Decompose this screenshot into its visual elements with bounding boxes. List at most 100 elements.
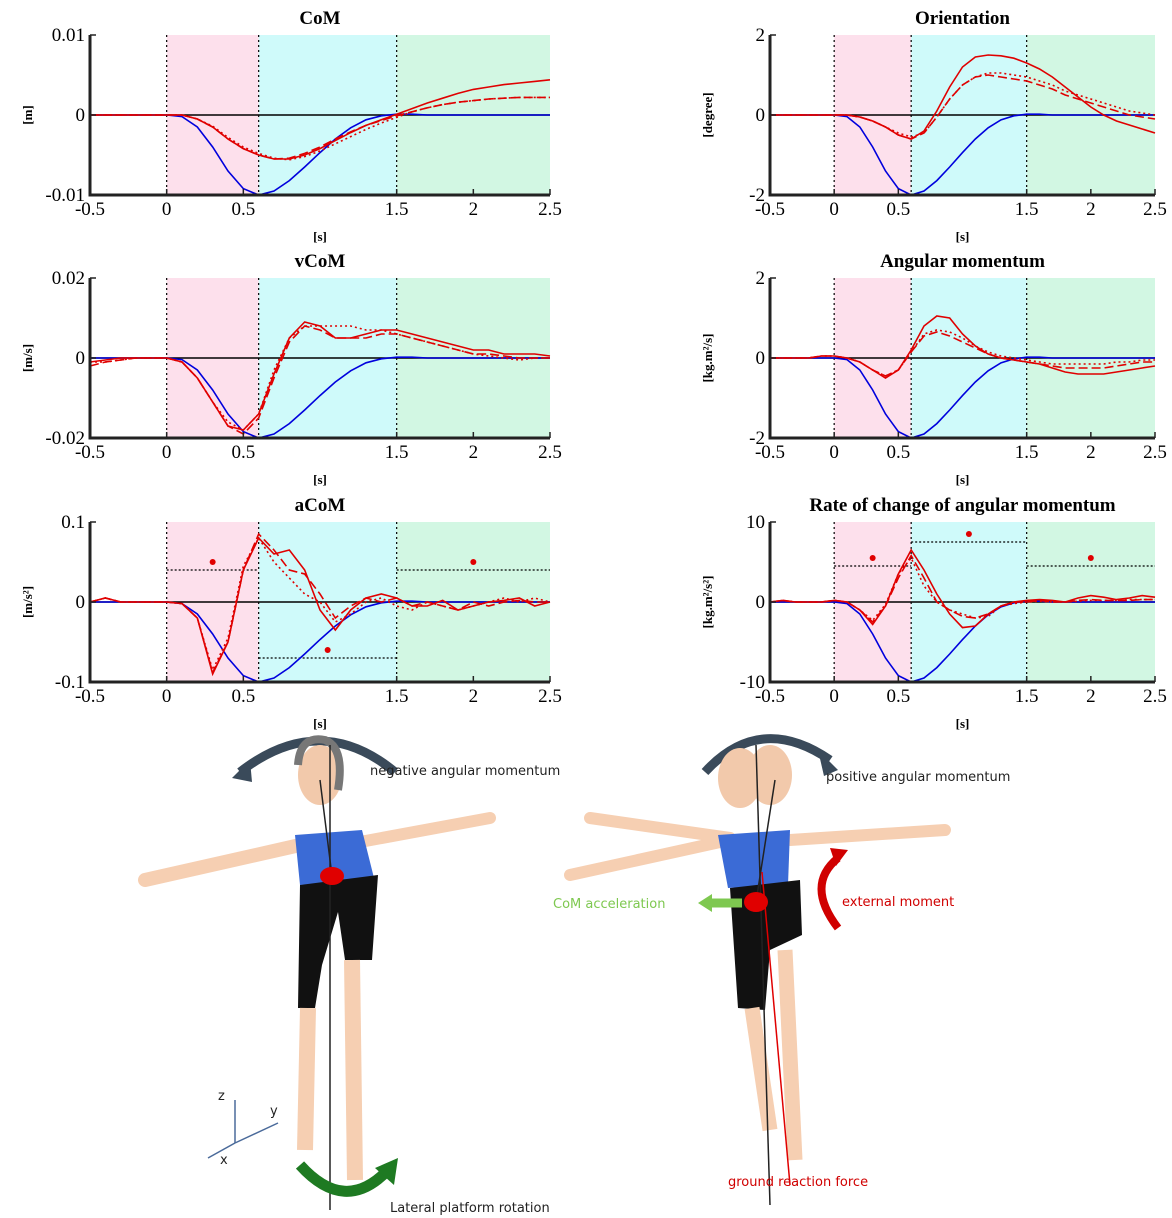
x-axis-label: [s] — [313, 472, 327, 487]
axis-label: y — [270, 1104, 278, 1119]
point — [870, 555, 876, 561]
leg — [305, 1008, 308, 1150]
arrow-head — [698, 894, 712, 912]
x-axis-label: [s] — [313, 716, 327, 731]
point — [210, 559, 216, 565]
y-tick-label: -2 — [749, 185, 765, 206]
arm — [360, 818, 490, 842]
y-tick-label: 0 — [756, 592, 766, 613]
axis-label: z — [218, 1089, 225, 1104]
leg — [352, 960, 355, 1180]
y-axis-label: [m/s²] — [20, 586, 35, 618]
y-axis-label: [kg.m²/s] — [700, 333, 715, 382]
chart-title: vCoM — [295, 251, 346, 272]
y-tick-label: -0.01 — [45, 185, 85, 206]
y-tick-label: 2 — [756, 25, 766, 46]
arm — [570, 842, 720, 875]
y-tick-label: -0.02 — [45, 428, 85, 449]
y-axis-label: [m] — [20, 105, 35, 125]
x-tick-label: 0.5 — [231, 199, 255, 220]
x-tick-label: 0 — [162, 199, 172, 220]
x-tick-label: 2 — [1086, 199, 1096, 220]
y-axis-label: [degree] — [700, 92, 715, 137]
x-tick-label: 0.5 — [886, 199, 910, 220]
x-tick-label: 2 — [469, 199, 479, 220]
y-tick-label: 0.02 — [52, 268, 85, 289]
y-tick-label: 0.01 — [52, 25, 85, 46]
y-tick-label: 0 — [76, 348, 86, 369]
label: external moment — [842, 895, 954, 910]
x-tick-label: 1.5 — [1015, 686, 1039, 707]
x-tick-label: 0.5 — [231, 442, 255, 463]
y-axis-label: [kg.m²/s²] — [700, 576, 715, 629]
figure: -0.500.51.522.5-0.0100.01CoM[s][m]-0.500… — [0, 0, 1172, 1218]
point — [966, 531, 972, 537]
arm — [590, 818, 730, 838]
chart: -0.500.51.522.5-202Angular momentum[s][k… — [700, 251, 1167, 487]
y-tick-label: -0.1 — [55, 672, 85, 693]
y-tick-label: 0 — [756, 348, 766, 369]
x-tick-label: 0.5 — [231, 686, 255, 707]
x-axis-label: [s] — [313, 229, 327, 244]
axis-y — [235, 1123, 278, 1143]
chart-title: aCoM — [295, 495, 346, 516]
point — [325, 647, 331, 653]
chart: -0.500.51.522.5-0.100.1aCoM[s][m/s²] — [20, 495, 562, 731]
x-tick-label: 0.5 — [886, 686, 910, 707]
label: positive angular momentum — [826, 770, 1010, 785]
x-tick-label: 1.5 — [1015, 442, 1039, 463]
x-tick-label: 0 — [829, 199, 839, 220]
platform-arrow — [300, 1165, 388, 1191]
x-axis-label: [s] — [956, 472, 970, 487]
axis-label: x — [220, 1153, 228, 1168]
label: CoM acceleration — [553, 897, 665, 912]
y-tick-label: 2 — [756, 268, 766, 289]
x-tick-label: 2.5 — [538, 686, 562, 707]
leg — [785, 950, 795, 1160]
x-tick-label: 1.5 — [385, 199, 409, 220]
shorts — [298, 875, 378, 1008]
torso — [718, 830, 790, 888]
x-axis-label: [s] — [956, 229, 970, 244]
label: Lateral platform rotation — [390, 1201, 550, 1216]
arrow-head — [232, 760, 252, 782]
y-tick-label: -2 — [749, 428, 765, 449]
x-tick-label: 0 — [829, 686, 839, 707]
x-tick-label: 0 — [162, 686, 172, 707]
x-tick-label: 2 — [1086, 686, 1096, 707]
x-tick-label: 0.5 — [886, 442, 910, 463]
chart-title: Angular momentum — [880, 251, 1045, 272]
x-tick-label: 2.5 — [1143, 442, 1167, 463]
point — [470, 559, 476, 565]
head — [748, 745, 792, 805]
x-tick-label: 1.5 — [385, 686, 409, 707]
x-tick-label: 0 — [162, 442, 172, 463]
moment-arrow — [822, 858, 839, 928]
y-tick-label: -10 — [740, 672, 765, 693]
x-tick-label: 1.5 — [385, 442, 409, 463]
arm — [145, 845, 300, 880]
y-axis-label: [m/s] — [20, 344, 35, 372]
x-tick-label: 2 — [469, 442, 479, 463]
x-tick-label: 1.5 — [1015, 199, 1039, 220]
x-axis-label: [s] — [956, 716, 970, 731]
point — [1088, 555, 1094, 561]
x-tick-label: 2.5 — [538, 442, 562, 463]
y-tick-label: 10 — [746, 512, 765, 533]
x-tick-label: 2.5 — [1143, 199, 1167, 220]
y-tick-label: 0.1 — [61, 512, 85, 533]
y-tick-label: 0 — [76, 592, 86, 613]
chart-title: CoM — [299, 8, 340, 29]
com — [744, 892, 768, 912]
y-tick-label: 0 — [756, 105, 766, 126]
chart-title: Rate of change of angular momentum — [809, 495, 1115, 516]
label: negative angular momentum — [370, 764, 560, 779]
diagram: negative angular momentum positive angul… — [145, 739, 1010, 1216]
y-tick-label: 0 — [76, 105, 86, 126]
x-tick-label: 2.5 — [1143, 686, 1167, 707]
x-tick-label: 2 — [469, 686, 479, 707]
